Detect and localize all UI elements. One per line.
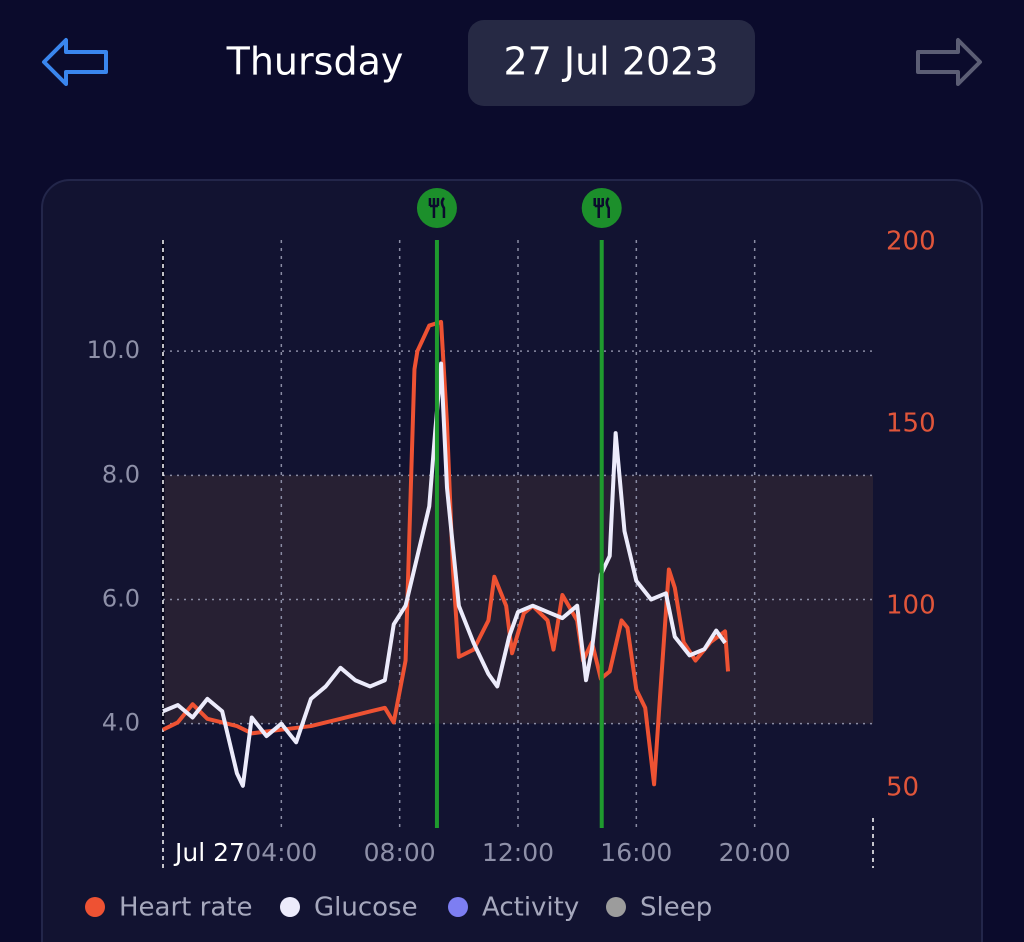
series-line <box>162 319 731 787</box>
x-tick-label: 16:00 <box>600 838 672 867</box>
legend-dot <box>280 897 300 917</box>
legend-dot <box>448 897 468 917</box>
legend-label: Sleep <box>640 893 712 923</box>
legend-dot <box>85 897 105 917</box>
x-tick-label: 20:00 <box>719 838 791 867</box>
y2-tick-label: 150 <box>886 408 936 438</box>
x-tick-label: Jul 27 <box>173 838 245 867</box>
legend-dot <box>606 897 626 917</box>
legend-label: Activity <box>482 893 579 923</box>
date-pill[interactable] <box>468 20 755 106</box>
meal-icon-glyph <box>593 197 610 218</box>
prev-day-button[interactable] <box>42 38 108 86</box>
x-tick-label: 08:00 <box>364 838 436 867</box>
date: 27 Jul 2023 <box>503 40 718 84</box>
y-tick-label: 4.0 <box>102 709 140 737</box>
next-day-button[interactable] <box>916 38 982 86</box>
y-tick-label: 6.0 <box>102 585 140 613</box>
x-tick-label: 12:00 <box>482 838 554 867</box>
y2-tick-label: 50 <box>886 772 919 802</box>
legend-label: Glucose <box>314 893 418 923</box>
y-tick-label: 8.0 <box>102 460 140 488</box>
y2-tick-label: 100 <box>886 590 936 620</box>
meal-icon <box>581 188 622 228</box>
meal-icon <box>416 188 457 228</box>
y2-tick-label: 200 <box>886 226 936 256</box>
series-line <box>162 361 727 788</box>
x-tick-label: 04:00 <box>245 838 317 867</box>
meal-icon-glyph <box>428 197 446 218</box>
y-tick-label: 10.0 <box>87 336 140 364</box>
day-name: Thursday <box>226 40 404 84</box>
legend-label: Heart rate <box>119 893 252 923</box>
